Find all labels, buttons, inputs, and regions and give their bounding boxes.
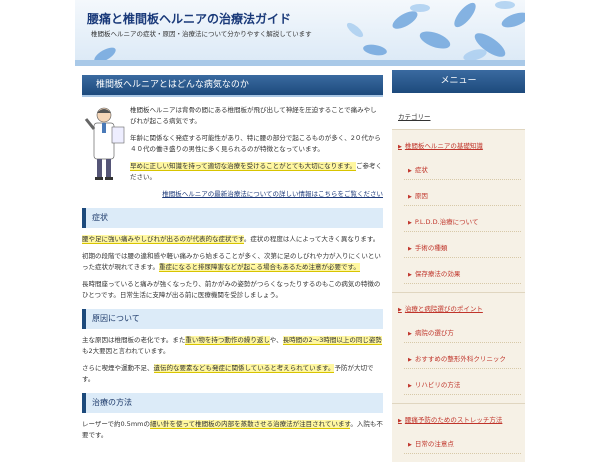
text: 長時間座っていると痛みが強くなったり、前かがみの姿勢がつらくなったりするのもこの… [82,280,381,299]
header-strip [75,60,525,66]
text: 。症状の程度は人によって大きく異なります。 [243,235,380,243]
text: や、 [269,336,283,344]
sidebar: メニュー カテゴリー 椎間板ヘルニアの基礎知識症状原因 P.L.D.D.治療につい… [392,70,525,462]
header: 腰痛と椎間板ヘルニアの治療法ガイド 椎間板ヘルニアの症状・原因・治療法について分… [75,0,525,65]
paragraph: 椎間板ヘルニアは背骨の間にある椎間板が飛び出して神経を圧迫することで痛みやしびれ… [130,105,383,127]
page: 腰痛と椎間板ヘルニアの治療法ガイド 椎間板ヘルニアの症状・原因・治療法について分… [0,0,600,400]
menu-group: 治療と病院選びのポイント病院の選び方おすすめの整形外科クリニックリハビリの方法 [392,292,525,403]
sidebar-label: カテゴリー [392,93,525,129]
intro-text: 椎間板ヘルニアは背骨の間にある椎間板が飛び出して神経を圧迫することで痛みやしびれ… [130,105,383,183]
text: 椎間板ヘルニアは背骨の間にある椎間板が飛び出して神経を圧迫することで痛みやしびれ… [130,106,377,125]
paragraph: 腰や足に強い痛みやしびれが出るのが代表的な症状です。症状の程度は人によって大きく… [82,234,383,245]
menu-group-title[interactable]: 腰痛予防のためのストレッチ方法 [396,410,521,428]
menu-item[interactable]: 日常の注意点 [404,433,521,454]
text: 主な原因は椎間板の老化です [82,336,166,344]
text: ご参考ください。 [130,162,383,181]
paragraph: 早めに正しい知識を持って適切な治療を受けることがとても大切になります。ご参考くだ… [130,161,383,183]
site: 腰痛と椎間板ヘルニアの治療法ガイド 椎間板ヘルニアの症状・原因・治療法について分… [75,0,525,462]
paragraph: さらに喫煙や運動不足、遺伝的な要素なども発症に関係していると考えられています。予… [82,363,383,385]
menu-item[interactable]: おすすめの整形外科クリニック [404,348,521,369]
menu-item[interactable]: 症状 [404,159,521,180]
paragraph: レーザーで約0.5mmの細い針を使って椎間板の内部を蒸散させる治療法が注目されて… [82,419,383,441]
menu-item[interactable]: リハビリの方法 [404,374,521,395]
paragraph: 年齢に関係なく発症する可能性があり、特に腰の部分で起こるものが多く、2０代から４… [130,133,383,155]
text: 年齢に関係なく発症する可能性があり、特に腰の部分で起こるものが多く、2０代から４… [130,134,381,153]
article-heading: 椎間板ヘルニアとはどんな病気なのか [82,75,383,97]
main-column: 椎間板ヘルニアとはどんな病気なのか 椎間板ヘルニアは背骨の間にある椎間板が飛び出… [82,75,383,447]
menu-item[interactable]: 病院の選び方 [404,322,521,343]
text: 。また [165,336,186,344]
section-heading: 症状 [82,208,383,228]
article-link[interactable]: 椎間板ヘルニアの最新治療法についての詳しい情報はこちらをご覧ください [162,190,383,198]
paragraph: 主な原因は椎間板の老化です。また重い物を持つ動作の繰り返しや、長時間の2〜3時間… [82,335,383,357]
menu-item[interactable]: 手術の種類 [404,237,521,258]
intro: 椎間板ヘルニアは背骨の間にある椎間板が飛び出して神経を圧迫することで痛みやしびれ… [82,105,383,183]
highlight-text: 腰や足に強い痛みやしびれが出るのが代表的な症状です [82,235,244,244]
paragraph: 初期の段階では腰の違和感や軽い痛みから始まることが多く、次第に足のしびれや力が入… [82,251,383,273]
menu-item[interactable]: P.L.D.D.治療について [404,211,521,232]
text: レーザーで約0.5mmの [82,420,150,428]
section-heading: 原因について [82,309,383,329]
highlight-text: 遺伝的な要素なども発症に関係していると考えられています。 [153,364,335,373]
menu-group: 椎間板ヘルニアの基礎知識症状原因 P.L.D.D.治療について手術の種類保存療法の… [392,129,525,292]
highlight-text: 細い針を使って椎間板の内部を蒸散させる治療法が注目されています [149,420,351,429]
site-title[interactable]: 腰痛と椎間板ヘルニアの治療法ガイド [87,12,292,26]
sidebar-groups: 椎間板ヘルニアの基礎知識症状原因 P.L.D.D.治療について手術の種類保存療法の… [392,129,525,462]
text: 初期の段階では腰の違和感や軽い痛みから始まることが多く、次第に足のしびれや力が入… [82,252,381,271]
sections: 症状腰や足に強い痛みやしびれが出るのが代表的な症状です。症状の程度は人によって大… [82,208,383,441]
leaf-decoration [94,1,525,63]
menu-group: 腰痛予防のためのストレッチ方法日常の注意点 [392,403,525,462]
site-subtitle: 椎間板ヘルニアの症状・原因・治療法について分かりやすく解説しています [91,30,312,38]
highlight-text: 重い物を持つ動作の繰り返し [185,336,270,345]
doctor-illustration [84,107,125,180]
highlight-text: 長時間の2〜3時間以上の同じ姿勢 [282,336,382,345]
text: さらに喫煙や運動不足、 [82,364,154,372]
paragraph: 長時間座っていると痛みが強くなったり、前かがみの姿勢がつらくなったりするのもこの… [82,279,383,301]
menu-item[interactable]: 保存療法の効果 [404,263,521,284]
highlight-text: 重症になると排尿障害などが起こる場合もあるため注意が必要です。 [158,263,360,272]
menu-group-title[interactable]: 治療と病院選びのポイント [396,299,521,317]
menu-group-title[interactable]: 椎間板ヘルニアの基礎知識 [396,136,521,154]
text: も2大要因と言われています。 [82,347,170,355]
highlight-text: 早めに正しい知識を持って適切な治療を受けることがとても大切になります。 [130,162,357,171]
section-heading: 治療の方法 [82,393,383,413]
text: 予防が大切です。 [82,364,374,383]
menu-item[interactable]: 原因 [404,185,521,206]
sidebar-heading: メニュー [392,70,525,93]
